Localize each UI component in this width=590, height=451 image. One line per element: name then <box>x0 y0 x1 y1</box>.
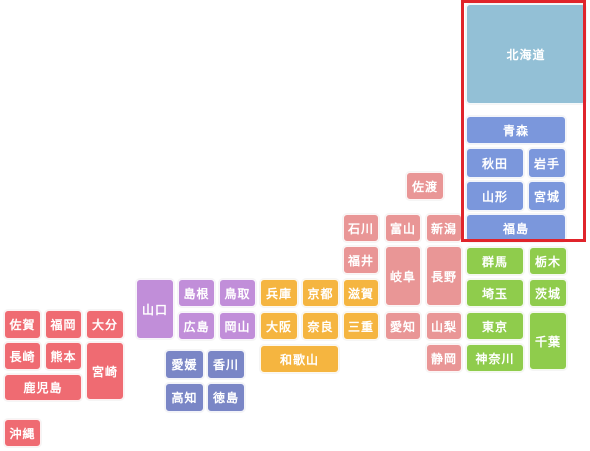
pref-label: 岡山 <box>224 319 251 334</box>
pref-label: 佐渡 <box>411 179 438 194</box>
pref-label: 大分 <box>91 318 118 332</box>
pref-label: 静岡 <box>430 351 457 366</box>
pref-label: 福井 <box>347 253 374 268</box>
pref-ehime[interactable]: 愛媛 <box>165 350 204 379</box>
pref-gifu[interactable]: 岐阜 <box>385 246 421 306</box>
pref-label: 岐阜 <box>389 269 416 284</box>
pref-label: 徳島 <box>212 391 239 405</box>
pref-label: 三重 <box>347 319 374 334</box>
pref-okayama[interactable]: 岡山 <box>219 312 256 340</box>
pref-hiroshima[interactable]: 広島 <box>178 312 215 340</box>
pref-miyazaki[interactable]: 宮崎 <box>86 342 124 400</box>
pref-label: 青森 <box>502 123 529 138</box>
pref-label: 熊本 <box>50 349 77 364</box>
pref-label: 山口 <box>141 302 168 317</box>
pref-label: 山形 <box>481 189 508 204</box>
pref-mie[interactable]: 三重 <box>343 312 379 340</box>
pref-iwate[interactable]: 岩手 <box>528 148 566 178</box>
pref-ishikawa[interactable]: 石川 <box>343 214 379 242</box>
pref-fukushima[interactable]: 福島 <box>466 214 566 242</box>
pref-aichi[interactable]: 愛知 <box>385 312 421 340</box>
pref-label: 愛知 <box>389 319 416 334</box>
pref-yamaguchi[interactable]: 山口 <box>136 279 174 339</box>
pref-label: 北海道 <box>506 47 546 62</box>
pref-nagano[interactable]: 長野 <box>426 246 462 306</box>
pref-chiba[interactable]: 千葉 <box>529 312 567 370</box>
pref-miyagi[interactable]: 宮城 <box>528 181 566 211</box>
pref-label: 兵庫 <box>265 286 292 301</box>
pref-label: 岩手 <box>533 156 560 171</box>
pref-label: 高知 <box>171 391 198 405</box>
pref-label: 群馬 <box>481 254 508 269</box>
pref-akita[interactable]: 秋田 <box>466 148 524 178</box>
pref-shimane[interactable]: 島根 <box>178 279 215 307</box>
pref-ibaraki[interactable]: 茨城 <box>529 279 567 307</box>
pref-hokkaido[interactable]: 北海道 <box>466 4 586 104</box>
pref-hyogo[interactable]: 兵庫 <box>260 279 298 307</box>
pref-kagoshima[interactable]: 鹿児島 <box>4 374 82 401</box>
pref-label: 石川 <box>347 221 374 236</box>
pref-label: 神奈川 <box>475 351 515 366</box>
pref-fukuoka[interactable]: 福岡 <box>45 310 82 339</box>
pref-label: 宮城 <box>533 189 560 204</box>
pref-label: 富山 <box>389 221 416 236</box>
pref-gunma[interactable]: 群馬 <box>466 247 524 275</box>
pref-kanagawa[interactable]: 神奈川 <box>466 344 524 372</box>
pref-label: 大阪 <box>265 319 292 334</box>
pref-label: 千葉 <box>534 334 561 349</box>
pref-label: 和歌山 <box>279 352 319 367</box>
pref-label: 福島 <box>502 221 529 236</box>
pref-aomori[interactable]: 青森 <box>466 116 566 144</box>
pref-label: 栃木 <box>534 254 561 269</box>
pref-label: 愛媛 <box>171 358 198 372</box>
pref-kyoto[interactable]: 京都 <box>302 279 339 307</box>
pref-nara[interactable]: 奈良 <box>302 312 339 340</box>
pref-oita[interactable]: 大分 <box>86 310 124 339</box>
pref-tokyo[interactable]: 東京 <box>466 312 524 340</box>
pref-label: 長崎 <box>9 349 36 364</box>
pref-label: 茨城 <box>534 286 561 301</box>
pref-label: 滋賀 <box>347 286 374 301</box>
pref-kochi[interactable]: 高知 <box>165 383 204 412</box>
pref-label: 東京 <box>481 319 508 334</box>
pref-yamanashi[interactable]: 山梨 <box>426 312 462 340</box>
pref-osaka[interactable]: 大阪 <box>260 312 298 340</box>
pref-sado[interactable]: 佐渡 <box>406 172 444 200</box>
pref-nagasaki[interactable]: 長崎 <box>4 342 41 370</box>
pref-label: 奈良 <box>307 319 334 334</box>
pref-label: 佐賀 <box>9 318 36 332</box>
pref-label: 新潟 <box>430 221 457 236</box>
pref-okinawa[interactable]: 沖縄 <box>4 419 41 447</box>
pref-label: 宮崎 <box>91 364 118 379</box>
pref-label: 京都 <box>307 286 334 301</box>
pref-kagawa[interactable]: 香川 <box>207 350 245 379</box>
pref-label: 埼玉 <box>481 286 508 301</box>
pref-label: 秋田 <box>481 156 508 171</box>
pref-saga[interactable]: 佐賀 <box>4 310 41 339</box>
pref-shiga[interactable]: 滋賀 <box>343 279 379 307</box>
pref-label: 香川 <box>212 358 239 372</box>
pref-tottori[interactable]: 鳥取 <box>219 279 256 307</box>
pref-label: 鹿児島 <box>23 381 63 395</box>
pref-kumamoto[interactable]: 熊本 <box>45 342 82 370</box>
pref-label: 広島 <box>183 319 210 334</box>
pref-yamagata[interactable]: 山形 <box>466 181 524 211</box>
pref-label: 沖縄 <box>9 426 36 441</box>
pref-label: 長野 <box>430 269 457 284</box>
pref-saitama[interactable]: 埼玉 <box>466 279 524 307</box>
pref-shizuoka[interactable]: 静岡 <box>426 344 462 372</box>
pref-label: 鳥取 <box>224 286 251 301</box>
pref-label: 島根 <box>183 286 210 301</box>
pref-label: 山梨 <box>430 319 457 334</box>
pref-tochigi[interactable]: 栃木 <box>529 247 567 275</box>
pref-niigata[interactable]: 新潟 <box>426 214 462 242</box>
pref-label: 福岡 <box>50 318 77 332</box>
pref-wakayama[interactable]: 和歌山 <box>260 345 339 373</box>
pref-fukui[interactable]: 福井 <box>343 246 379 274</box>
pref-toyama[interactable]: 富山 <box>385 214 421 242</box>
pref-tokushima[interactable]: 徳島 <box>207 383 245 412</box>
